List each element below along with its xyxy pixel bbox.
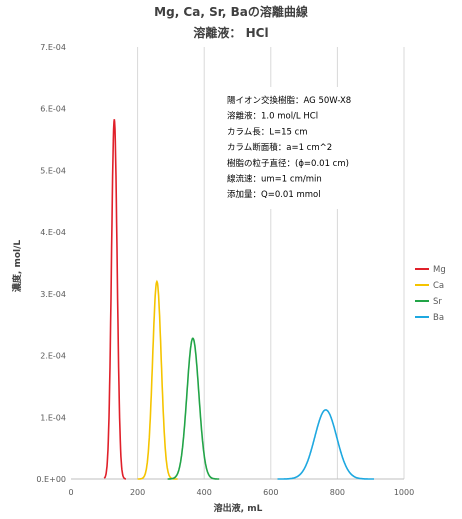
- x-tick-label: 400: [197, 488, 212, 497]
- y-tick-label: 3.E-04: [40, 290, 66, 299]
- series-lines: [103, 119, 374, 480]
- y-tick-label: 2.E-04: [40, 352, 66, 361]
- series-line-sr: [167, 337, 220, 480]
- x-tick-label: 600: [263, 488, 278, 497]
- chart-subtitle: 溶離液： HCl: [193, 25, 268, 40]
- legend: Mg Ca Sr Ba: [415, 265, 446, 323]
- y-tick-label: 0.E+00: [36, 475, 66, 484]
- x-tick-label: 800: [330, 488, 345, 497]
- y-tick-label: 4.E-04: [40, 228, 66, 237]
- chart-title: Mg, Ca, Sr, Baの溶離曲線: [154, 4, 308, 19]
- annotation-line: 線流速：um=1 cm/min: [227, 174, 322, 185]
- series-line-mg: [103, 119, 126, 480]
- annotation-line: 樹脂の粒子直径：(ϕ=0.01 cm): [227, 158, 349, 169]
- x-axis-label: 溶出液, mL: [214, 502, 263, 514]
- legend-label-mg: Mg: [433, 265, 446, 275]
- series-line-ca: [137, 279, 178, 480]
- legend-label-ba: Ba: [433, 313, 444, 323]
- annotation-line: 添加量：Q=0.01 mmol: [227, 189, 321, 200]
- annotation-line: カラム断面積：a=1 cm^2: [227, 142, 332, 153]
- x-tick-label: 0: [68, 488, 73, 497]
- y-tick-label: 1.E-04: [40, 413, 66, 422]
- annotation-line: カラム長：L=15 cm: [227, 127, 308, 137]
- x-tick-labels: 0 200 400 600 800 1000: [68, 488, 414, 497]
- y-tick-label: 5.E-04: [40, 166, 66, 175]
- x-tick-label: 200: [130, 488, 145, 497]
- y-tick-labels: 0.E+00 1.E-04 2.E-04 3.E-04 4.E-04 5.E-04 6.E-…: [36, 43, 66, 484]
- annotation-box: [223, 87, 359, 209]
- series-line-ba: [277, 409, 374, 480]
- y-tick-label: 6.E-04: [40, 105, 66, 114]
- annotation-line: 陽イオン交換樹脂：AG 50W-X8: [227, 95, 351, 106]
- conditions-annotation: 陽イオン交換樹脂：AG 50W-X8 溶離液：1.0 mol/L HCl カラム長：…: [223, 87, 359, 209]
- legend-label-ca: Ca: [433, 281, 444, 291]
- legend-label-sr: Sr: [433, 297, 442, 307]
- y-axis-label: 濃度, mol/L: [11, 240, 23, 292]
- y-tick-label: 7.E-04: [40, 43, 66, 52]
- annotation-line: 溶離液：1.0 mol/L HCl: [227, 111, 318, 122]
- x-tick-label: 1000: [394, 488, 414, 497]
